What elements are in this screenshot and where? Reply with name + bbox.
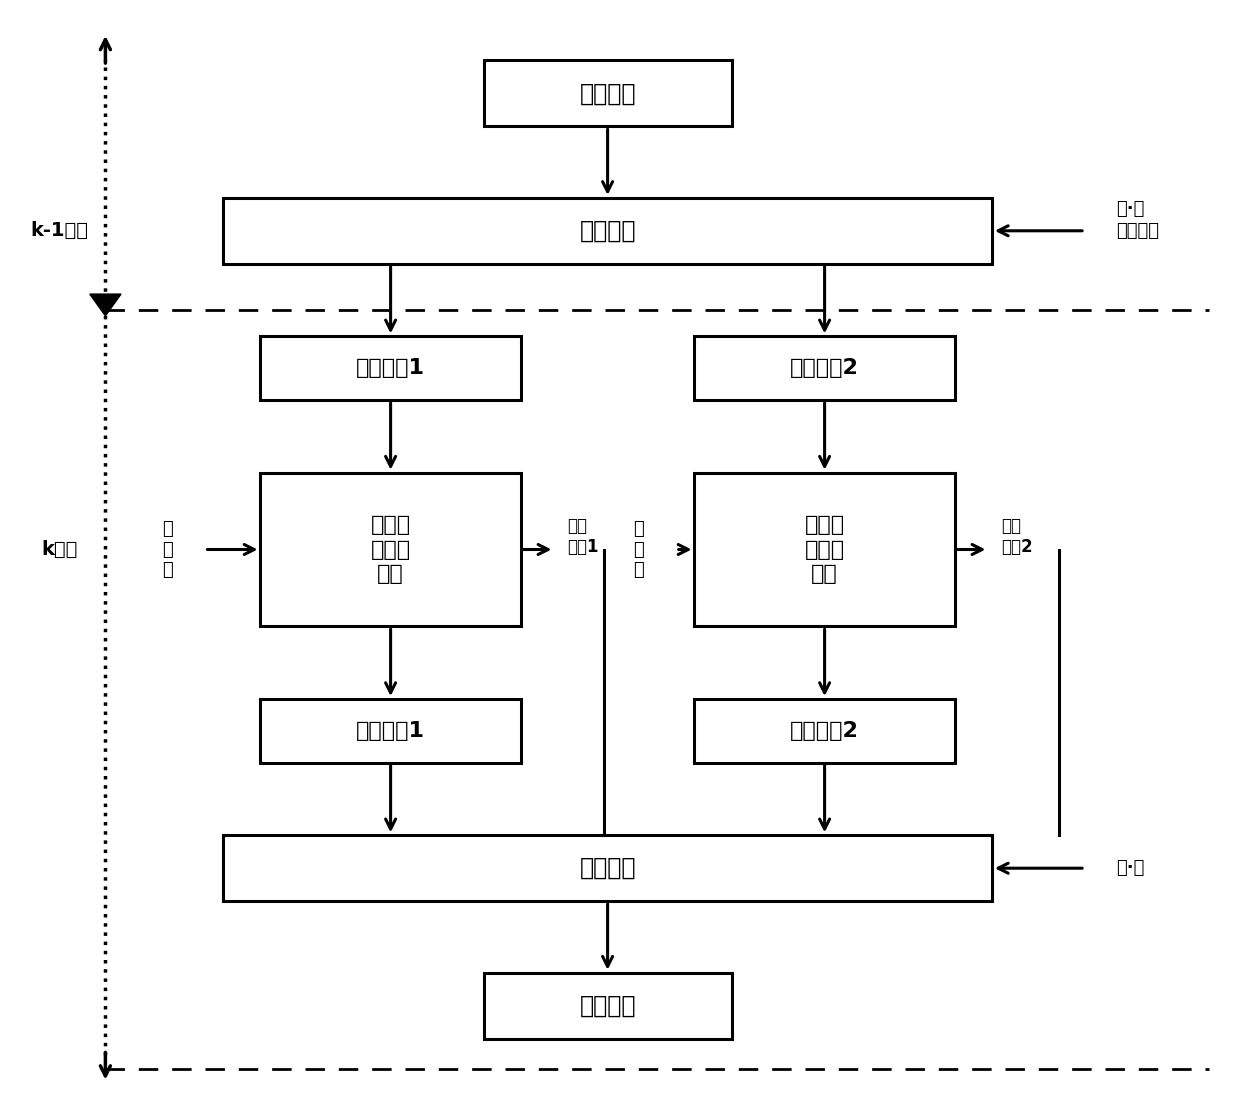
Bar [223,835,992,901]
Bar [484,973,732,1039]
Text: 模型输出1: 模型输出1 [356,721,425,741]
Text: 模型
权重2: 模型 权重2 [1001,517,1033,556]
Text: 模型输入2: 模型输入2 [790,358,859,378]
Bar [223,198,992,264]
Text: 归·化
模型权重: 归·化 模型权重 [1116,200,1159,240]
Bar [484,60,732,126]
Polygon shape [89,295,122,315]
Text: 滤波结果: 滤波结果 [579,81,636,106]
Text: 输出融合: 输出融合 [579,856,636,880]
Text: 模型输入1: 模型输入1 [356,358,425,378]
Text: 模型输出2: 模型输出2 [790,721,859,741]
Text: 高动态
车轮力
模型: 高动态 车轮力 模型 [805,514,844,585]
Text: k时刻: k时刻 [41,540,78,559]
Text: 观
测
量: 观 测 量 [162,520,172,579]
Text: 归·化: 归·化 [1116,859,1145,877]
Bar [260,473,521,626]
Text: 低动态
车轮力
模型: 低动态 车轮力 模型 [371,514,410,585]
Text: 模型
权重1: 模型 权重1 [567,517,598,556]
Bar [694,473,955,626]
Text: 输入交互: 输入交互 [579,219,636,243]
Text: 滤波结果: 滤波结果 [579,993,636,1018]
Bar [260,699,521,763]
Bar [694,336,955,400]
Text: 观
测
量: 观 测 量 [634,520,644,579]
Bar [694,699,955,763]
Text: k-1时刻: k-1时刻 [31,221,88,241]
Bar [260,336,521,400]
